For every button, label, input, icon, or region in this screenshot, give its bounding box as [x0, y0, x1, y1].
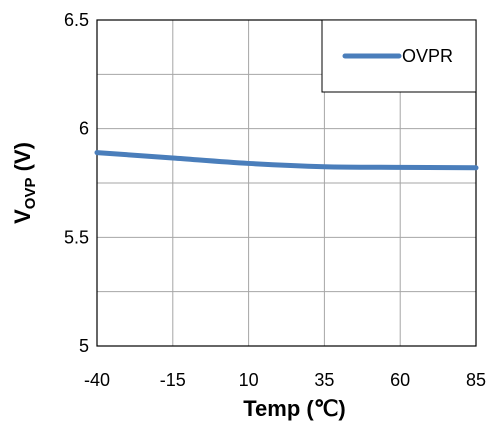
legend-label-ovpr: OVPR — [402, 46, 453, 66]
x-tick-label: -15 — [160, 370, 186, 390]
x-tick-label: 85 — [466, 370, 486, 390]
x-tick-label: 10 — [239, 370, 259, 390]
x-axis-title: Temp (℃) — [243, 396, 346, 421]
y-axis-title-subscript: OVP — [22, 178, 39, 210]
series-layer — [94, 150, 479, 171]
legend: OVPR — [321, 19, 477, 93]
series-line-ovpr — [94, 150, 479, 171]
x-tick-label: -40 — [84, 370, 110, 390]
y-tick-labels: 5 5.5 6 6.5 — [64, 10, 89, 356]
y-axis-title-main: V — [10, 209, 35, 224]
x-tick-label: 60 — [390, 370, 410, 390]
x-tick-label: 35 — [314, 370, 334, 390]
y-tick-label: 6.5 — [64, 10, 89, 30]
plot-frame — [96, 19, 477, 347]
y-tick-label: 5 — [79, 336, 89, 356]
x-tick-labels: -40 -15 10 35 60 85 — [84, 370, 486, 390]
y-tick-label: 5.5 — [64, 227, 89, 247]
y-tick-label: 6 — [79, 119, 89, 139]
y-axis-title: VOVP (V) — [10, 142, 39, 224]
y-axis-title-unit: (V) — [10, 142, 35, 177]
